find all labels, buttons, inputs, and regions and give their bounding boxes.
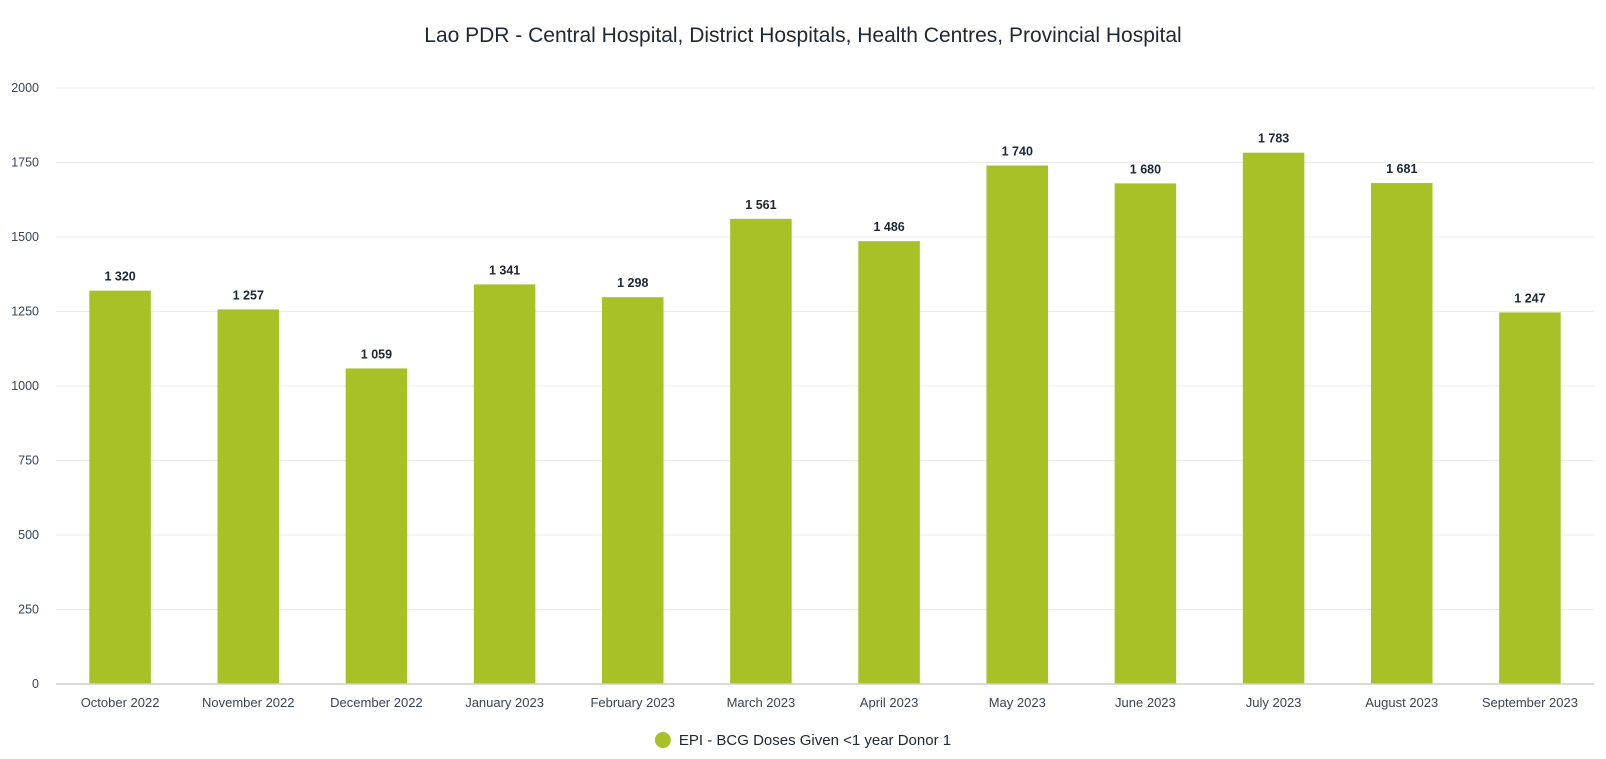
x-tick-label: December 2022 xyxy=(330,695,423,710)
data-label: 1 486 xyxy=(873,220,904,234)
data-label: 1 298 xyxy=(617,276,648,290)
data-label: 1 740 xyxy=(1002,144,1033,158)
data-label: 1 247 xyxy=(1514,291,1545,305)
y-tick-label: 1750 xyxy=(11,156,39,170)
x-axis-ticks: October 2022 November 2022 December 2022 Ja… xyxy=(81,695,1578,710)
data-labels: 1 320 1 257 1 059 1 341 1 298 1 561 1 486 1 740… xyxy=(104,132,1545,362)
x-tick-label: March 2023 xyxy=(727,695,796,710)
x-tick-label: May 2023 xyxy=(989,695,1046,710)
bar[interactable] xyxy=(858,241,920,684)
y-tick-label: 500 xyxy=(18,528,39,542)
y-tick-label: 0 xyxy=(32,677,39,691)
gridlines xyxy=(56,87,1594,610)
data-label: 1 561 xyxy=(745,198,776,212)
bar[interactable] xyxy=(473,284,536,684)
x-tick-label: August 2023 xyxy=(1365,695,1438,710)
legend-marker-icon[interactable] xyxy=(654,732,671,748)
y-tick-label: 1500 xyxy=(11,230,39,244)
chart-title: Lao PDR - Central Hospital, District Hos… xyxy=(424,24,1181,47)
legend-label[interactable]: EPI - BCG Doses Given <1 year Donor 1 xyxy=(679,732,951,749)
x-tick-label: January 2023 xyxy=(465,695,544,710)
x-tick-label: November 2022 xyxy=(202,695,295,710)
bar[interactable] xyxy=(1370,183,1433,684)
data-label: 1 059 xyxy=(361,347,392,361)
x-tick-label: April 2023 xyxy=(860,695,919,710)
data-label: 1 783 xyxy=(1258,132,1289,146)
bar[interactable] xyxy=(345,368,408,684)
y-tick-label: 1250 xyxy=(11,305,39,319)
data-label: 1 681 xyxy=(1386,162,1417,176)
y-axis-ticks: 0 250 500 750 1000 1250 1500 1750 2000 xyxy=(11,81,39,691)
bar[interactable] xyxy=(986,165,1049,685)
bar[interactable] xyxy=(1499,312,1561,684)
y-tick-label: 2000 xyxy=(11,81,39,95)
bar[interactable] xyxy=(1114,183,1177,685)
data-label: 1 320 xyxy=(104,270,135,284)
bar[interactable] xyxy=(217,309,280,684)
bars xyxy=(89,152,1561,685)
bar[interactable] xyxy=(601,297,664,684)
x-tick-label: June 2023 xyxy=(1115,695,1176,710)
data-label: 1 680 xyxy=(1130,162,1161,176)
x-tick-label: September 2023 xyxy=(1482,695,1578,710)
y-tick-label: 1000 xyxy=(11,379,39,393)
bar[interactable] xyxy=(89,290,151,684)
x-tick-label: October 2022 xyxy=(81,695,160,710)
data-label: 1 257 xyxy=(233,288,264,302)
data-label: 1 341 xyxy=(489,263,520,277)
y-tick-label: 250 xyxy=(18,603,39,617)
y-tick-label: 750 xyxy=(18,454,39,468)
x-tick-label: February 2023 xyxy=(590,695,675,710)
x-tick-label: July 2023 xyxy=(1246,695,1302,710)
bar[interactable] xyxy=(1242,152,1305,684)
bar[interactable] xyxy=(730,218,792,684)
legend[interactable]: EPI - BCG Doses Given <1 year Donor 1 xyxy=(654,732,951,749)
